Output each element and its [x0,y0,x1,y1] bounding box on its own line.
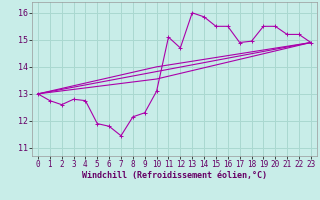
X-axis label: Windchill (Refroidissement éolien,°C): Windchill (Refroidissement éolien,°C) [82,171,267,180]
